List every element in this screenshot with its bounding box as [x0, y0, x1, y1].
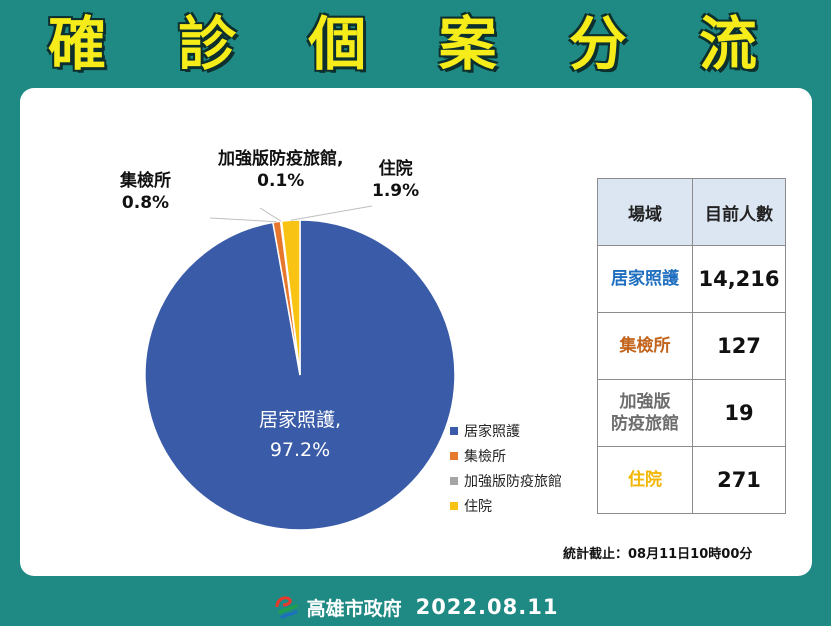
legend-label-hotel: 加強版防疫旅館	[464, 473, 562, 490]
row-count-home: 14,216	[692, 245, 786, 313]
label-home-pct: 97.2%	[269, 439, 331, 461]
row-count-center: 127	[692, 312, 786, 380]
legend-item-center: 集檢所	[450, 443, 562, 468]
legend-item-hospital: 住院	[450, 493, 562, 518]
row-name-hotel-line2: 防疫旅館	[611, 414, 679, 434]
pie-chart	[144, 205, 456, 531]
table-row: 居家照護 14,216	[597, 245, 786, 313]
leader-line-hospital	[290, 205, 373, 221]
row-name-hospital: 住院	[597, 446, 693, 514]
city-logo-icon	[275, 596, 298, 620]
footer: 高雄市政府 2022.08.11	[0, 590, 831, 624]
label-hospital: 住院 1.9%	[372, 158, 419, 202]
footer-org: 高雄市政府	[306, 597, 402, 620]
legend-swatch-center	[450, 451, 458, 460]
legend-label-center: 集檢所	[464, 448, 506, 465]
legend-swatch-hotel	[450, 476, 458, 485]
leader-line-center	[209, 217, 277, 223]
label-center-name: 集檢所	[120, 171, 171, 191]
legend: 居家照護 集檢所 加強版防疫旅館 住院	[450, 418, 562, 518]
legend-swatch-home	[450, 426, 458, 435]
legend-item-hotel: 加強版防疫旅館	[450, 468, 562, 493]
header-place: 場域	[597, 178, 693, 246]
legend-item-home: 居家照護	[450, 418, 562, 443]
table-row: 加強版 防疫旅館 19	[597, 379, 786, 447]
header-count: 目前人數	[692, 178, 786, 246]
legend-swatch-hospital	[450, 501, 458, 510]
table-header-row: 場域 目前人數	[597, 178, 786, 246]
label-home-name: 居家照護,	[258, 409, 342, 431]
label-center: 集檢所 0.8%	[120, 170, 171, 214]
label-home: 居家照護, 97.2%	[220, 405, 380, 465]
page-title: 確 診 個 案 分 流	[48, 10, 783, 78]
label-hotel-name: 加強版防疫旅館,	[218, 149, 344, 169]
table-row: 住院 271	[597, 446, 786, 514]
chart-card: 集檢所 0.8% 加強版防疫旅館, 0.1% 住院 1.9% 居家照護, 97.…	[20, 88, 812, 576]
label-center-pct: 0.8%	[121, 193, 170, 213]
footnote: 統計截止：08月11日10時00分	[563, 547, 753, 562]
row-count-hotel: 19	[692, 379, 786, 447]
label-hospital-pct: 1.9%	[372, 181, 420, 201]
row-count-hospital: 271	[692, 446, 786, 514]
label-hospital-name: 住院	[378, 159, 413, 179]
leader-line-hotel	[259, 207, 282, 222]
legend-label-hospital: 住院	[464, 498, 492, 515]
row-name-home: 居家照護	[597, 245, 693, 313]
footer-date: 2022.08.11	[415, 595, 559, 619]
legend-label-home: 居家照護	[464, 423, 520, 440]
row-name-hotel: 加強版 防疫旅館	[597, 379, 693, 447]
label-hotel-pct: 0.1%	[257, 171, 305, 191]
count-table: 場域 目前人數 居家照護 14,216 集檢所 127 加強版 防疫旅館 19 …	[597, 178, 786, 514]
row-name-hotel-line1: 加強版	[619, 392, 671, 412]
table-row: 集檢所 127	[597, 312, 786, 380]
row-name-center: 集檢所	[597, 312, 693, 380]
label-hotel: 加強版防疫旅館, 0.1%	[218, 148, 343, 192]
